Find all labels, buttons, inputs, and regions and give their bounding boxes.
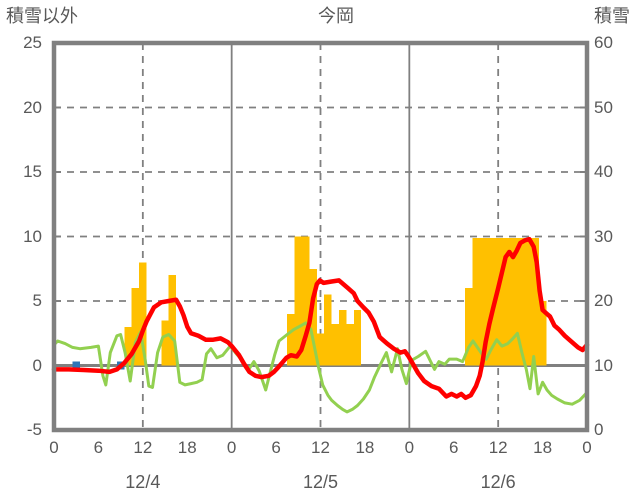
x-axis-tick-label: 0 bbox=[49, 438, 59, 457]
left-axis-tick-label: 5 bbox=[32, 291, 42, 310]
snow-bars-bar bbox=[346, 324, 354, 366]
snow-bars-bar bbox=[339, 310, 347, 366]
snow-bars-bar bbox=[139, 262, 147, 366]
snow-bars-bar bbox=[294, 236, 302, 366]
right-axis-tick-label: 0 bbox=[594, 420, 604, 439]
red-line bbox=[51, 236, 590, 401]
snow-bars-bar bbox=[501, 237, 510, 366]
snow-bars-bar bbox=[161, 320, 169, 366]
snow-bars-bar bbox=[524, 237, 532, 366]
left-axis-tick-label: 25 bbox=[23, 33, 42, 52]
snow-bars-bar bbox=[131, 288, 140, 366]
green-line bbox=[52, 321, 589, 414]
snow-bars-bar bbox=[464, 288, 473, 366]
left-axis-tick-label: 0 bbox=[32, 355, 42, 375]
snow-bars-bar bbox=[472, 237, 480, 366]
snow-bars-bar bbox=[509, 237, 517, 366]
snow-bars-bar bbox=[124, 326, 132, 366]
left-axis-tick-label: 20 bbox=[23, 97, 42, 117]
x-axis-tick-label: 0 bbox=[226, 438, 237, 457]
snow-bars-bar bbox=[287, 313, 295, 366]
right-axis-tick-label: 20 bbox=[594, 291, 613, 310]
snow-bars-bar bbox=[301, 236, 310, 366]
left-axis-tick-label: 15 bbox=[23, 162, 42, 181]
x-axis-tick-label: 12 bbox=[133, 438, 153, 457]
right-axis-title: 積雪 bbox=[594, 6, 630, 26]
x-axis-tick-label: 18 bbox=[355, 438, 375, 457]
x-axis-tick-label: 0 bbox=[404, 438, 415, 457]
right-axis-tick-label: 40 bbox=[594, 162, 613, 181]
x-axis-tick-label: 6 bbox=[93, 438, 104, 457]
x-axis-tick-label: 18 bbox=[177, 438, 197, 457]
snow-bars-bar bbox=[538, 301, 547, 366]
snow-bars-bar bbox=[324, 294, 332, 366]
snow-bars-bar bbox=[309, 268, 317, 366]
snow-bars-bar bbox=[479, 237, 488, 366]
snow-bars-bar bbox=[531, 237, 539, 366]
right-axis-tick-label: 50 bbox=[594, 97, 613, 117]
x-axis-date-label: 12/6 bbox=[480, 472, 516, 492]
snow-bars-bar bbox=[331, 324, 340, 366]
snow-bars-bar bbox=[353, 310, 362, 366]
right-axis-tick-label: 60 bbox=[594, 33, 613, 52]
x-axis-tick-label: 12 bbox=[488, 438, 508, 457]
x-axis-date-label: 12/4 bbox=[125, 472, 161, 492]
chart-title: 今岡 bbox=[318, 6, 354, 26]
left-axis-tick-label: -5 bbox=[26, 420, 42, 439]
x-axis-tick-label: 0 bbox=[582, 438, 592, 457]
left-axis-title: 積雪以外 bbox=[6, 6, 78, 26]
x-axis-tick-label: 6 bbox=[271, 438, 281, 457]
blue-marks-mark bbox=[72, 361, 80, 370]
x-axis-tick-label: 6 bbox=[449, 438, 459, 457]
x-axis-date-label: 12/5 bbox=[302, 472, 339, 492]
left-axis-tick-label: 10 bbox=[23, 226, 42, 246]
right-axis-tick-label: 30 bbox=[594, 226, 613, 246]
snow-bars-bar bbox=[316, 333, 325, 366]
x-axis-tick-label: 12 bbox=[311, 438, 330, 457]
snow-bars-bar bbox=[487, 237, 495, 366]
snow-bars-bar bbox=[516, 237, 525, 366]
chart-header: 積雪以外 今岡 積雪 bbox=[0, 2, 636, 28]
snow-bars-bar bbox=[168, 275, 177, 366]
right-axis-tick-label: 10 bbox=[594, 355, 613, 375]
snow-bars-bar bbox=[494, 237, 502, 366]
x-axis-tick-label: 18 bbox=[533, 438, 553, 457]
